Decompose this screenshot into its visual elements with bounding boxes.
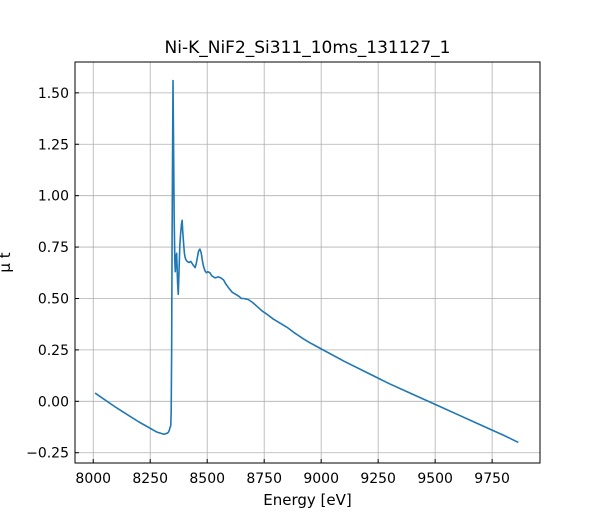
x-tick-label: 9750	[474, 471, 510, 487]
y-tick-label: 1.25	[38, 137, 69, 153]
tick-labels: 8000 8250 8500 8750 9000 9250 9500 9750 −0.25 0.0…	[26, 86, 510, 487]
plot-frame	[74, 61, 541, 464]
y-tick-label: 1.50	[38, 86, 69, 102]
y-tick-label: 0.25	[38, 343, 69, 359]
x-tick-label: 9000	[303, 471, 339, 487]
y-tick-label: −0.25	[26, 446, 69, 462]
y-tick-label: 0.75	[38, 240, 69, 256]
x-tick-label: 8500	[189, 471, 225, 487]
x-tick-label: 8250	[132, 471, 168, 487]
x-tick-label: 9250	[360, 471, 396, 487]
y-tick-label: 0.00	[38, 394, 69, 410]
x-tick-label: 9500	[417, 471, 453, 487]
y-tick-label: 0.50	[38, 291, 69, 307]
y-axis-label: μ t	[0, 252, 14, 272]
series-layer	[94, 79, 519, 444]
y-tick-label: 1.00	[38, 189, 69, 205]
x-tick-label: 8000	[75, 471, 111, 487]
axis-ticks	[75, 92, 493, 463]
chart-title: Ni-K_NiF2_Si311_10ms_131127_1	[165, 38, 451, 58]
series-line	[94, 79, 519, 444]
x-tick-label: 8750	[246, 471, 282, 487]
gridlines	[75, 62, 540, 463]
x-axis-label: Energy [eV]	[263, 491, 351, 509]
